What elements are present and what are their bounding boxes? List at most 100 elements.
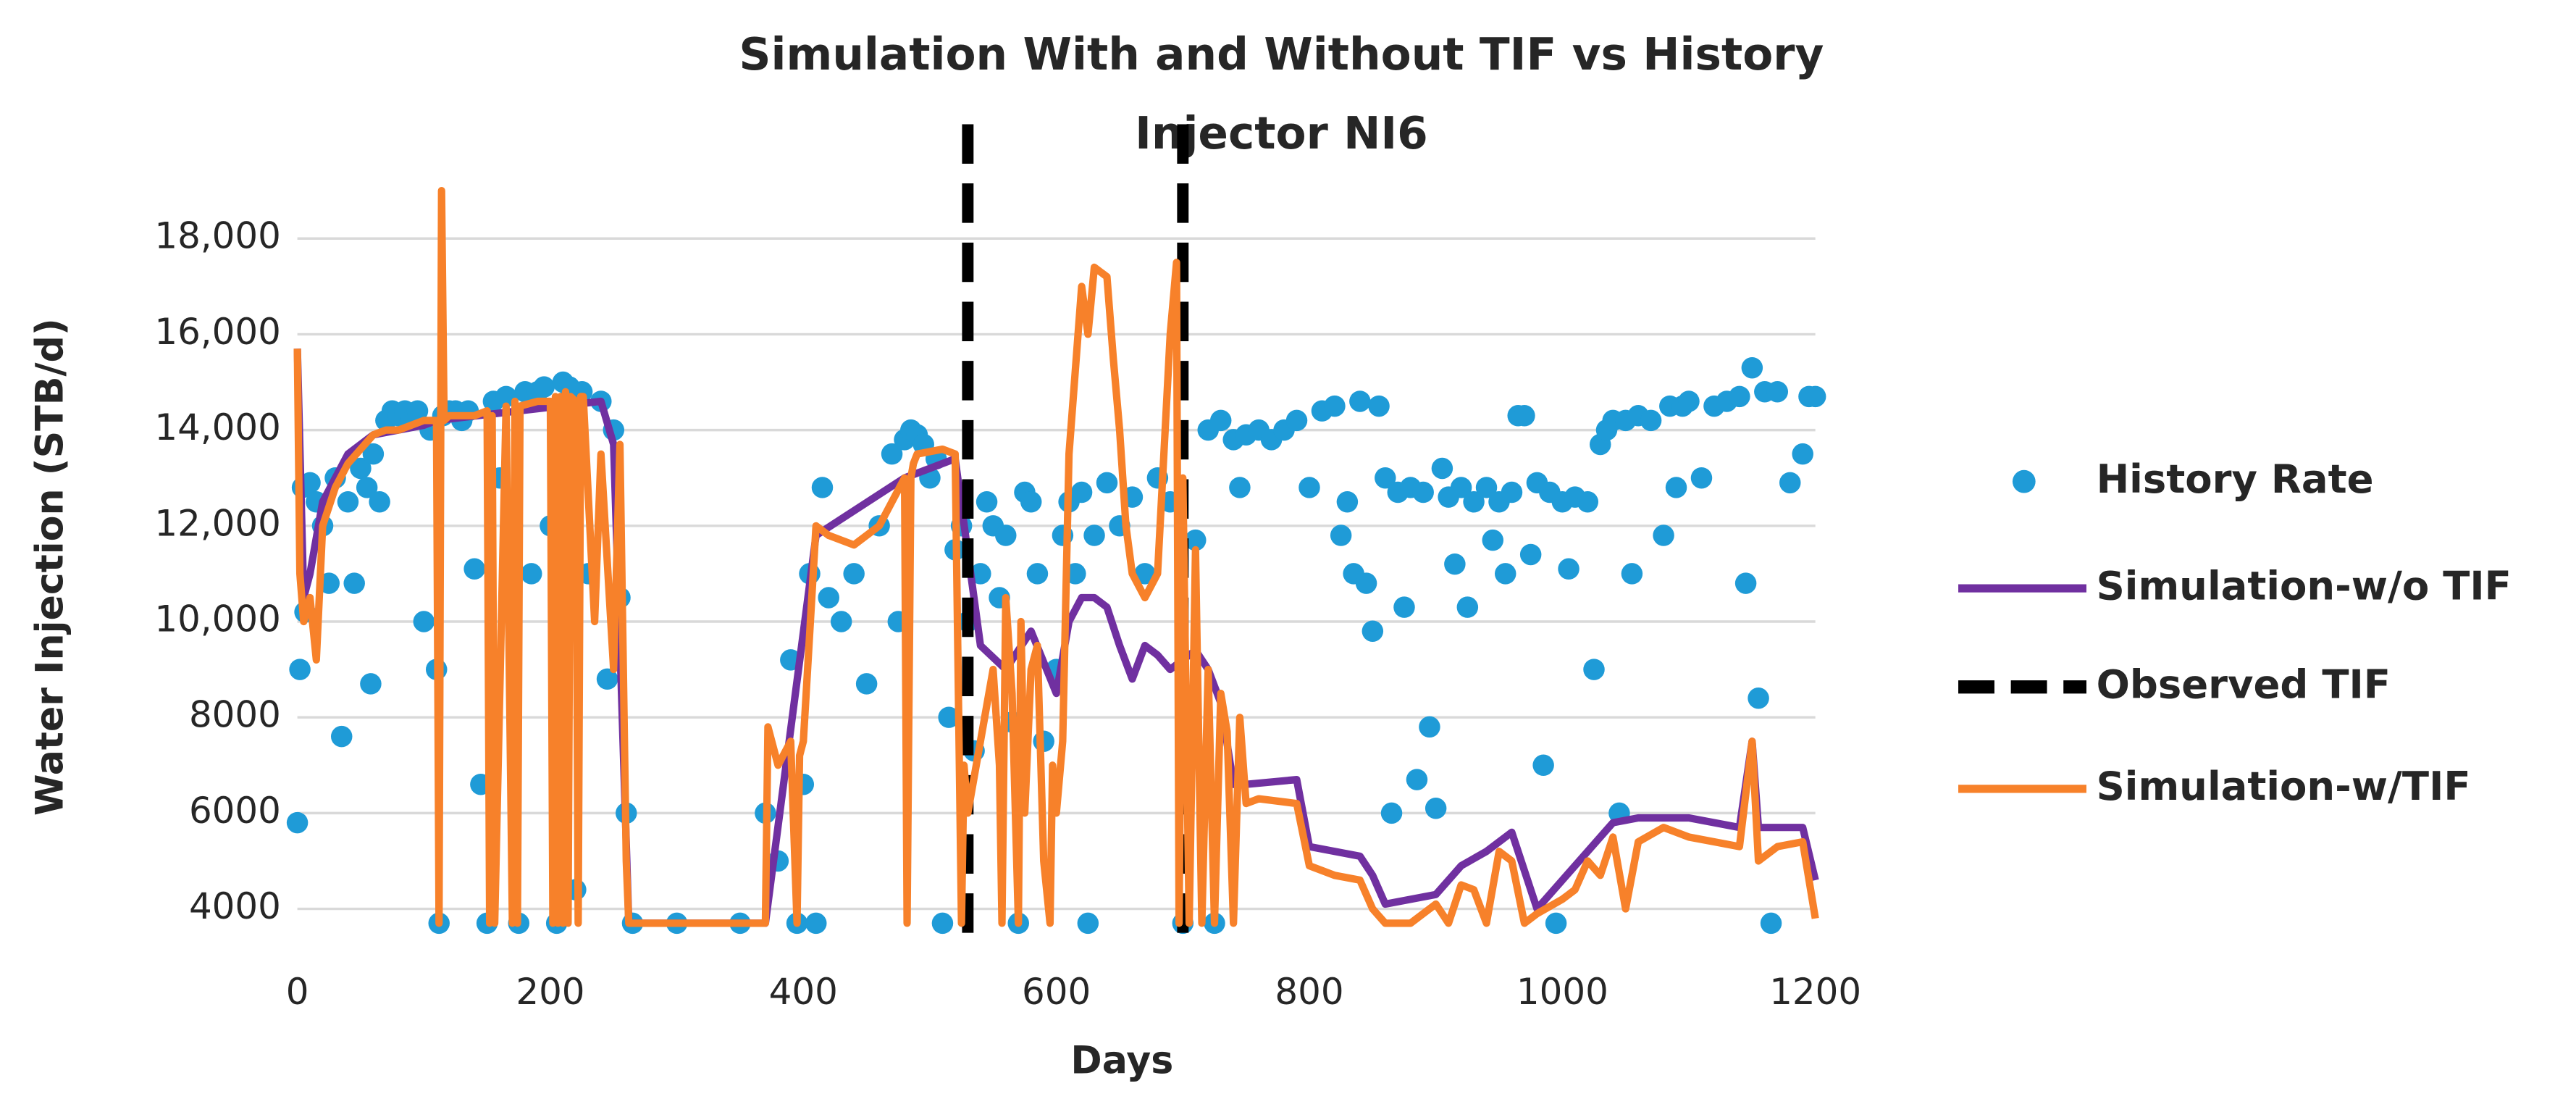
data-point <box>818 587 839 609</box>
data-point <box>1653 525 1674 546</box>
y-tick-label: 12,000 <box>154 502 281 544</box>
data-point <box>286 811 309 834</box>
x-axis-title: Days <box>1070 1040 1173 1083</box>
x-tick-label: 200 <box>516 971 584 1013</box>
data-point <box>1083 525 1105 546</box>
data-point <box>343 572 365 594</box>
data-point <box>1583 659 1605 680</box>
data-point <box>1558 558 1579 580</box>
data-point <box>1804 385 1826 408</box>
data-point <box>1760 912 1782 935</box>
y-axis-title: Water Injection (STB/d) <box>29 318 72 816</box>
data-point <box>1134 563 1156 585</box>
data-point <box>1431 457 1453 480</box>
x-tick-label: 1000 <box>1516 971 1608 1013</box>
data-point <box>1779 472 1801 494</box>
x-tick-label: 0 <box>286 971 309 1013</box>
data-point <box>830 611 852 632</box>
data-point <box>931 912 954 935</box>
data-point <box>1456 596 1479 618</box>
y-tick-label: 14,000 <box>154 406 281 448</box>
data-point <box>1734 572 1757 594</box>
data-point <box>1475 477 1498 498</box>
data-point <box>1690 467 1713 489</box>
legend-label: History Rate <box>2097 456 2374 502</box>
x-tick-label: 400 <box>769 971 838 1013</box>
data-point <box>1501 481 1523 503</box>
data-point <box>330 725 353 748</box>
data-point <box>413 611 435 632</box>
data-point <box>855 673 878 695</box>
data-point <box>1380 802 1403 824</box>
data-point <box>1419 716 1440 738</box>
data-point <box>1330 525 1352 546</box>
data-point <box>1450 477 1472 498</box>
data-point <box>1748 688 1769 709</box>
x-tick-label: 1200 <box>1769 971 1861 1013</box>
data-point <box>596 668 618 690</box>
data-point <box>1519 543 1542 566</box>
data-point <box>995 525 1017 546</box>
data-point <box>350 457 372 480</box>
legend-marker <box>2012 469 2036 493</box>
y-tick-label: 8000 <box>189 694 281 736</box>
data-line <box>293 187 1819 927</box>
data-line <box>293 348 1819 927</box>
data-point <box>1729 385 1750 408</box>
y-tick-label: 10,000 <box>154 598 281 640</box>
data-point <box>1482 529 1504 551</box>
data-point <box>1494 563 1516 585</box>
y-tick-label: 4000 <box>189 885 281 927</box>
data-point <box>571 381 593 403</box>
data-point <box>1393 596 1415 618</box>
data-point <box>533 376 555 398</box>
data-point <box>1026 563 1049 585</box>
data-point <box>1425 798 1447 819</box>
x-tick-label: 800 <box>1275 971 1343 1013</box>
data-point <box>1020 491 1042 513</box>
legend-label: Simulation-w/o TIF <box>2097 562 2512 609</box>
data-point <box>360 673 382 695</box>
y-tick-label: 6000 <box>189 790 281 832</box>
data-point <box>1096 472 1118 494</box>
x-tick-label: 600 <box>1022 971 1091 1013</box>
data-point <box>1324 395 1346 417</box>
data-point <box>1678 390 1700 412</box>
data-point <box>805 912 827 935</box>
data-point <box>356 477 378 498</box>
data-point <box>1406 769 1428 790</box>
legend-label: Simulation-w/TIF <box>2097 763 2471 809</box>
data-point <box>1362 620 1384 642</box>
y-tick-label: 16,000 <box>154 311 281 353</box>
chart-title: Simulation With and Without TIF vs Histo… <box>739 29 1824 80</box>
data-point <box>1621 563 1643 585</box>
data-point <box>1336 491 1359 513</box>
data-point <box>1766 381 1789 403</box>
data-point <box>1514 405 1535 427</box>
data-point <box>1375 467 1396 489</box>
data-point <box>1532 754 1554 777</box>
data-point <box>1640 409 1662 432</box>
data-point <box>1412 481 1434 503</box>
data-point <box>881 443 903 465</box>
data-point <box>362 443 385 465</box>
data-point <box>1209 409 1232 432</box>
data-point <box>520 563 542 585</box>
data-point <box>406 400 429 422</box>
data-point <box>1299 477 1320 498</box>
data-point <box>337 491 359 513</box>
data-point <box>1185 529 1207 551</box>
data-point <box>1229 477 1251 498</box>
data-point <box>811 477 834 498</box>
data-point <box>1355 572 1377 594</box>
data-point <box>1741 356 1763 379</box>
data-point <box>1349 390 1371 412</box>
data-point <box>1444 553 1466 575</box>
data-point <box>976 491 998 513</box>
legend-label: Observed TIF <box>2097 661 2391 707</box>
data-point <box>1070 481 1093 503</box>
data-point <box>1665 477 1687 498</box>
data-point <box>1792 443 1813 465</box>
